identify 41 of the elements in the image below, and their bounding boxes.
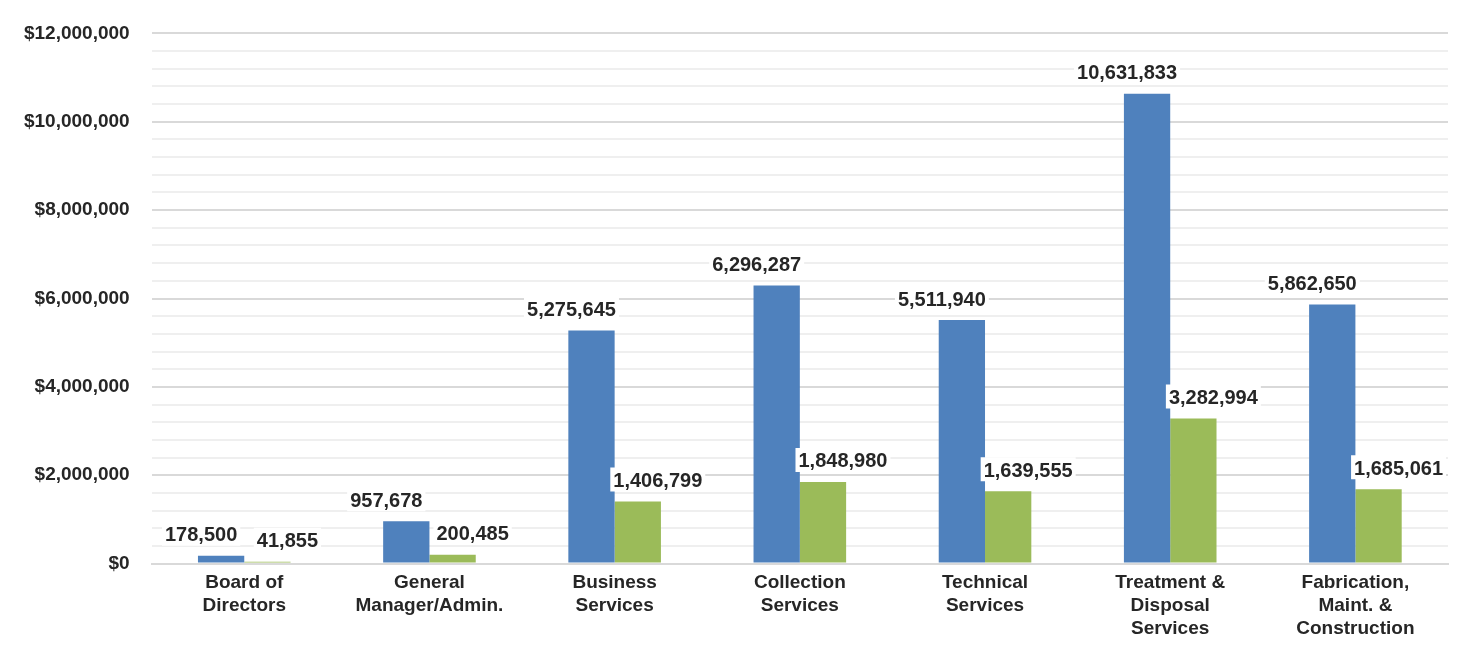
bar <box>614 501 661 563</box>
bar <box>753 285 800 563</box>
data-label: 200,485 <box>436 522 509 545</box>
data-label: 1,685,061 <box>1354 456 1444 479</box>
bar <box>197 555 245 563</box>
bar <box>568 330 615 563</box>
data-label: 10,631,833 <box>1077 61 1178 84</box>
x-tick-label: Collection Services <box>753 571 846 616</box>
y-tick-label: $12,000,000 <box>23 21 130 43</box>
bar <box>985 491 1032 563</box>
bar <box>799 481 847 563</box>
bar <box>429 554 476 563</box>
y-tick-label: $2,000,000 <box>34 463 130 485</box>
y-tick-label: $10,000,000 <box>23 110 130 131</box>
x-tick-label: Board of Directors <box>202 571 286 616</box>
y-tick-label: $8,000,000 <box>34 198 130 220</box>
bar <box>1170 418 1217 563</box>
bar <box>1355 489 1402 563</box>
y-tick-label: $4,000,000 <box>34 375 130 397</box>
data-label: 6,296,287 <box>712 252 802 275</box>
bar <box>1123 93 1171 563</box>
x-tick-label: Treatment & Disposal Services <box>1115 571 1226 638</box>
data-label: 5,275,645 <box>527 298 616 321</box>
x-tick-label: Technical Services <box>941 571 1029 616</box>
x-tick-label: Business Services <box>572 571 657 616</box>
data-label: 1,639,555 <box>983 458 1073 481</box>
bar <box>1309 304 1356 563</box>
x-tick-label: General Manager/Admin. <box>355 571 504 616</box>
y-tick-label: $6,000,000 <box>34 286 130 308</box>
data-label: 1,848,980 <box>798 449 888 472</box>
bar <box>938 320 986 563</box>
bar <box>383 521 430 563</box>
data-label: 3,282,994 <box>1168 386 1259 409</box>
data-label: 957,678 <box>350 488 423 511</box>
data-label: 178,500 <box>164 523 238 546</box>
data-label: 1,406,799 <box>613 468 703 491</box>
data-label: 5,862,650 <box>1267 272 1357 295</box>
y-tick-label: $0 <box>108 551 130 573</box>
data-label: 5,511,940 <box>897 287 986 310</box>
x-tick-label: Fabrication, Maint. & Construction <box>1296 571 1415 638</box>
data-label: 41,855 <box>256 529 318 552</box>
